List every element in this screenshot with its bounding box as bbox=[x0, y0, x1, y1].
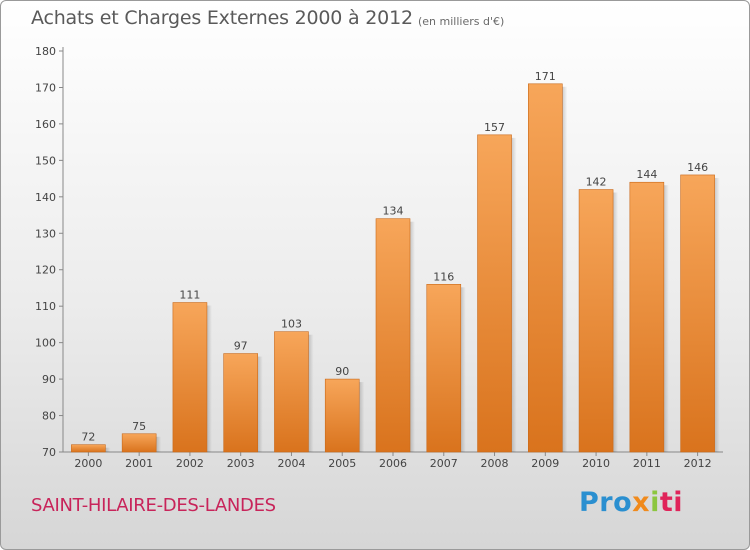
x-tick-label: 2007 bbox=[430, 457, 458, 470]
bar-shadow bbox=[714, 177, 720, 453]
bar bbox=[680, 174, 715, 453]
y-tick-label: 170 bbox=[35, 81, 56, 94]
bar bbox=[274, 331, 309, 453]
proxiti-logo: Proxiti bbox=[579, 487, 683, 518]
bar bbox=[426, 284, 462, 453]
data-label: 142 bbox=[586, 176, 607, 189]
y-tick-label: 90 bbox=[42, 373, 56, 386]
bar bbox=[578, 189, 614, 453]
x-tick-label: 2010 bbox=[582, 457, 610, 470]
bar-shadow bbox=[663, 185, 669, 452]
logo-part: ti bbox=[659, 487, 684, 518]
bar bbox=[629, 181, 665, 453]
bar-shadow bbox=[511, 137, 517, 452]
y-tick-label: 130 bbox=[35, 227, 56, 240]
data-label: 97 bbox=[234, 340, 248, 353]
bar-shadow bbox=[308, 334, 314, 452]
bar-shadow bbox=[206, 305, 212, 452]
y-tick-label: 140 bbox=[35, 191, 56, 204]
x-tick-label: 2001 bbox=[125, 457, 153, 470]
bar-shadow bbox=[410, 221, 415, 452]
y-tick-label: 70 bbox=[42, 446, 56, 459]
bar bbox=[71, 444, 106, 453]
data-label: 116 bbox=[433, 270, 454, 283]
bar bbox=[528, 83, 563, 453]
y-tick-label: 100 bbox=[35, 337, 56, 350]
data-label: 144 bbox=[636, 168, 657, 181]
bar bbox=[172, 302, 208, 453]
logo-part: x bbox=[632, 487, 651, 518]
bar-shadow bbox=[562, 86, 568, 453]
data-label: 111 bbox=[179, 289, 200, 302]
y-tick-label: 150 bbox=[35, 154, 56, 167]
data-label: 103 bbox=[281, 318, 302, 331]
x-tick-label: 2003 bbox=[227, 457, 255, 470]
y-tick-label: 120 bbox=[35, 264, 56, 277]
x-tick-label: 2000 bbox=[74, 457, 102, 470]
data-label: 171 bbox=[535, 70, 556, 83]
x-tick-label: 2009 bbox=[531, 457, 559, 470]
x-tick-label: 2005 bbox=[328, 457, 356, 470]
y-tick-label: 180 bbox=[35, 45, 56, 58]
x-tick-label: 2008 bbox=[481, 457, 509, 470]
chart-subtitle: (en milliers d'€) bbox=[418, 15, 505, 28]
data-label: 72 bbox=[81, 431, 95, 444]
bar-shadow bbox=[105, 447, 111, 452]
bar bbox=[324, 378, 360, 453]
bar bbox=[477, 134, 512, 453]
logo-part: Pro bbox=[579, 487, 633, 518]
data-label: 146 bbox=[687, 161, 708, 174]
logo-part: i bbox=[650, 487, 660, 518]
municipality-name: SAINT-HILAIRE-DES-LANDES bbox=[31, 495, 276, 516]
bar-shadow bbox=[359, 382, 365, 452]
bar-shadow bbox=[460, 287, 466, 452]
x-tick-label: 2002 bbox=[176, 457, 204, 470]
y-tick-label: 160 bbox=[35, 118, 56, 131]
y-tick-label: 80 bbox=[42, 410, 56, 423]
bar-shadow bbox=[257, 356, 263, 452]
bar-shadow bbox=[613, 192, 619, 452]
data-label: 75 bbox=[132, 420, 146, 433]
x-tick-label: 2011 bbox=[633, 457, 661, 470]
x-tick-label: 2006 bbox=[379, 457, 407, 470]
bar-shadow bbox=[156, 436, 162, 452]
y-tick-label: 110 bbox=[35, 300, 56, 313]
data-label: 157 bbox=[484, 121, 505, 134]
chart-title: Achats et Charges Externes 2000 à 2012 bbox=[31, 7, 413, 29]
data-label: 90 bbox=[335, 365, 349, 378]
data-label: 134 bbox=[383, 205, 404, 218]
bar bbox=[223, 353, 258, 453]
x-tick-label: 2012 bbox=[684, 457, 712, 470]
bar bbox=[121, 433, 157, 453]
bar bbox=[375, 218, 411, 453]
x-tick-label: 2004 bbox=[277, 457, 305, 470]
